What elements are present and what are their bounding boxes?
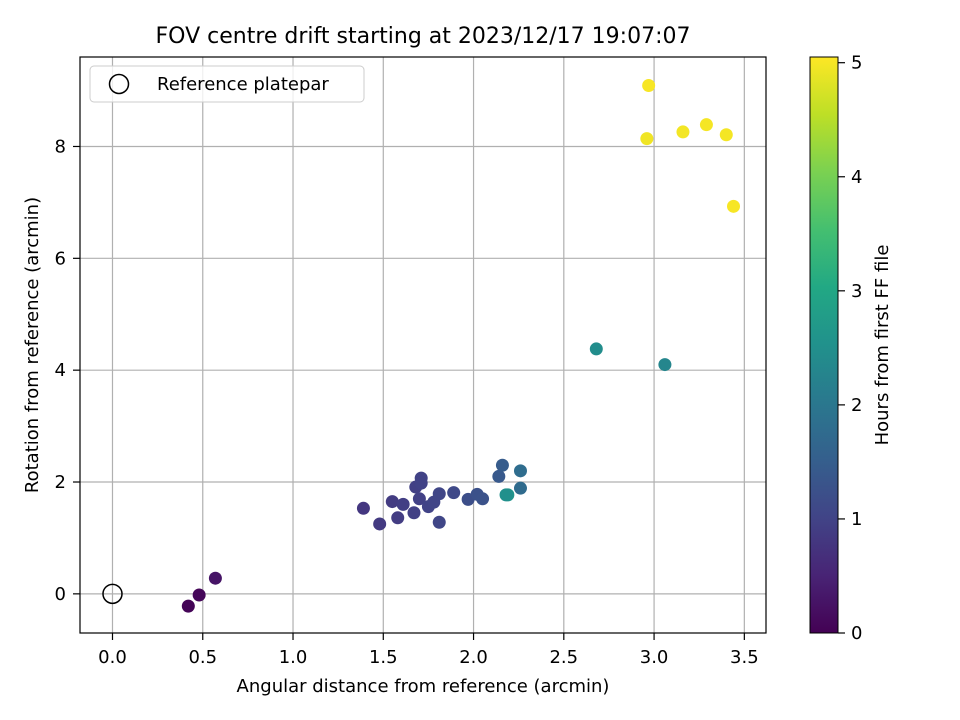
scatter-point <box>412 492 426 506</box>
colorbar-tick-label: 0 <box>851 623 862 644</box>
x-tick-label: 1.5 <box>369 647 398 668</box>
x-axis-ticks: 0.0 0.5 1.0 1.5 2.0 2.5 3.0 3.5 <box>98 633 759 668</box>
legend-reference-marker <box>108 73 130 95</box>
colorbar-gradient <box>809 56 839 634</box>
colorbar-label: Hours from first FF file <box>872 245 893 446</box>
colorbar-tick-label: 2 <box>851 395 862 416</box>
legend-label-reference-platepar: Reference platepar <box>157 74 329 95</box>
scatter-point <box>589 342 603 356</box>
y-tick-label: 4 <box>55 360 66 381</box>
y-tick-label: 6 <box>55 248 66 269</box>
scatter-point <box>447 486 461 500</box>
grid-lines <box>80 57 766 633</box>
scatter-point <box>432 487 446 501</box>
scatter-point <box>373 517 387 531</box>
scatter-point <box>513 481 527 495</box>
x-tick-label: 2.5 <box>549 647 578 668</box>
colorbar-tick-label: 1 <box>851 509 862 530</box>
plot-frame <box>79 56 767 634</box>
colorbar: 0 1 2 3 4 5 Hours from first FF file <box>809 53 893 644</box>
x-tick-label: 0.5 <box>188 647 217 668</box>
colorbar-tick-label: 3 <box>851 281 862 302</box>
scatter-point <box>719 128 733 142</box>
scatter-point <box>513 464 527 478</box>
y-tick-label: 2 <box>55 472 66 493</box>
x-axis-label: Angular distance from reference (arcmin) <box>237 676 610 697</box>
reference-platepar-marker <box>102 583 123 605</box>
x-tick-label: 1.0 <box>279 647 308 668</box>
x-tick-label: 3.5 <box>730 647 759 668</box>
scatter-point <box>407 506 421 520</box>
scatter-point <box>699 118 713 132</box>
chart-title: FOV centre drift starting at 2023/12/17 … <box>156 24 691 49</box>
legend-box <box>89 65 365 103</box>
scatter-point <box>414 476 428 490</box>
scatter-point <box>640 132 654 146</box>
scatter-point <box>181 599 195 613</box>
x-tick-label: 2.0 <box>459 647 488 668</box>
scatter-point <box>208 571 222 585</box>
scatter-point <box>385 495 399 509</box>
scatter-point <box>727 199 741 213</box>
scatter-point <box>499 488 513 502</box>
x-tick-label: 0.0 <box>98 647 127 668</box>
scatter-point <box>495 458 509 472</box>
y-tick-label: 8 <box>55 136 66 157</box>
data-points <box>181 79 741 613</box>
scatter-point <box>391 511 405 525</box>
scatter-point <box>396 497 410 511</box>
colorbar-tick-label: 4 <box>851 167 862 188</box>
colorbar-tick-label: 5 <box>851 53 862 74</box>
scatter-point <box>676 125 690 139</box>
y-tick-label: 0 <box>55 584 66 605</box>
y-axis-ticks: 0 2 4 6 8 <box>55 136 80 605</box>
colorbar-ticks: 0 1 2 3 4 5 <box>838 53 862 644</box>
y-axis-label: Rotation from reference (arcmin) <box>22 197 43 493</box>
x-tick-label: 3.0 <box>640 647 669 668</box>
reference-marker-group <box>102 583 123 605</box>
scatter-point <box>432 515 446 529</box>
legend: Reference platepar <box>89 65 365 103</box>
scatter-point <box>192 588 206 602</box>
scatter-point <box>476 492 490 506</box>
scatter-point <box>642 79 656 93</box>
scatter-point <box>492 469 506 483</box>
scatter-point <box>658 358 672 372</box>
scatter-point <box>356 501 370 515</box>
